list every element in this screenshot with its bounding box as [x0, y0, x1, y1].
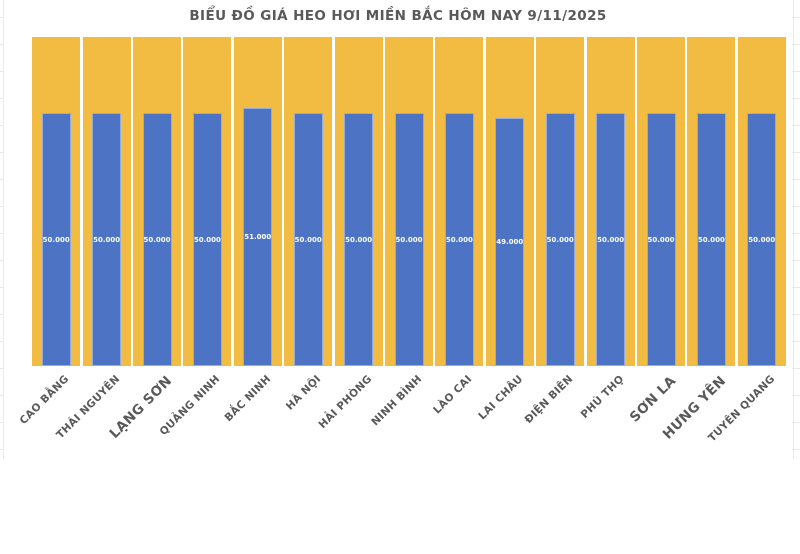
bar-value-label: 50.000	[445, 235, 473, 244]
bar-value-label: 50.000	[597, 235, 625, 244]
price-bar: 50.000	[545, 113, 575, 366]
bar-value-label: 50.000	[294, 235, 322, 244]
bar-value-label: 49.000	[496, 238, 524, 246]
price-bar: 50.000	[142, 113, 172, 366]
bar-value-label: 50.000	[546, 235, 574, 244]
bar-value-label: 50.000	[345, 235, 373, 244]
price-bar: 50.000	[444, 113, 474, 366]
price-bar: 50.000	[41, 113, 71, 366]
bar-value-label: 50.000	[193, 235, 221, 244]
price-bar: 50.000	[394, 113, 424, 366]
bar-value-label: 50.000	[143, 235, 171, 244]
price-bar: 50.000	[696, 113, 726, 366]
bar-value-label: 50.000	[42, 235, 70, 244]
price-bar: 50.000	[293, 113, 323, 366]
price-bar: 50.000	[192, 113, 222, 366]
plot-area: 50.000 50.000 50.000 50.000 51.000 50.000 50.0…	[31, 37, 787, 366]
price-bar: 49.000	[495, 118, 525, 366]
bar-value-label: 50.000	[697, 235, 725, 244]
bar-value-label: 50.000	[748, 235, 776, 244]
bar-value-label: 51.000	[244, 233, 272, 241]
price-bar: 51.000	[243, 108, 273, 366]
price-bar: 50.000	[646, 113, 676, 366]
price-bar: 50.000	[344, 113, 374, 366]
bar-value-label: 50.000	[93, 235, 121, 244]
price-bar: 50.000	[747, 113, 777, 366]
price-bar: 50.000	[92, 113, 122, 366]
chart-title: BIỂU ĐỒ GIÁ HEO HƠI MIỀN BẮC HÔM NAY 9/1…	[189, 8, 607, 24]
bar-value-label: 50.000	[647, 235, 675, 244]
bar-value-label: 50.000	[395, 235, 423, 244]
worksheet-column-gridline-left	[3, 0, 4, 459]
price-bar: 50.000	[596, 113, 626, 366]
worksheet-column-gridline-right	[793, 0, 794, 459]
